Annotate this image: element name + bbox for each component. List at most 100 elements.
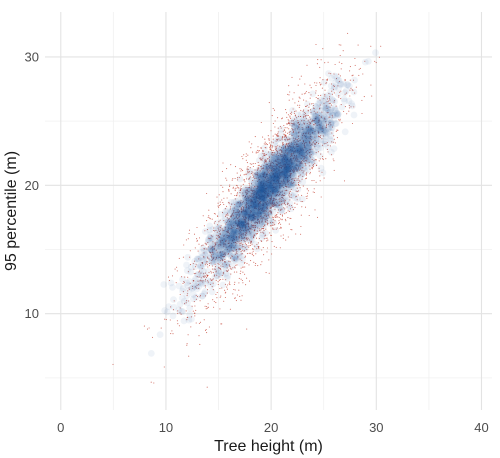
red-data-point — [261, 249, 263, 251]
blue-data-point — [312, 130, 320, 138]
red-data-point — [286, 144, 288, 146]
red-data-point — [164, 318, 166, 320]
blue-data-point — [269, 196, 277, 204]
red-data-point — [187, 276, 189, 278]
red-data-point — [267, 135, 269, 137]
red-data-point — [269, 142, 271, 144]
red-data-point — [229, 284, 231, 286]
red-data-point — [220, 295, 222, 297]
red-data-point — [232, 211, 235, 213]
red-data-point — [338, 61, 340, 63]
red-data-point — [218, 245, 220, 247]
red-data-point — [245, 178, 248, 180]
red-data-point — [288, 142, 290, 144]
red-data-point — [197, 280, 199, 282]
red-data-point — [206, 192, 208, 195]
red-data-point — [314, 146, 316, 148]
red-data-point — [249, 195, 252, 197]
red-data-point — [302, 148, 304, 150]
red-data-point — [218, 194, 220, 196]
red-data-point — [287, 169, 289, 171]
red-data-point — [336, 129, 338, 131]
red-data-point — [305, 151, 307, 153]
red-data-point — [231, 203, 233, 205]
red-data-point — [272, 138, 274, 140]
red-data-point — [259, 198, 261, 200]
red-data-point — [309, 155, 311, 157]
red-data-point — [262, 152, 264, 154]
minor-gridlines — [45, 12, 492, 410]
red-data-point — [175, 282, 177, 284]
blue-data-point — [327, 88, 335, 95]
red-data-point — [315, 43, 317, 46]
red-data-point — [257, 166, 259, 168]
red-data-point — [265, 237, 267, 239]
red-data-point — [276, 185, 278, 187]
red-data-point — [246, 167, 248, 169]
red-data-point — [257, 174, 259, 176]
red-data-point — [296, 154, 298, 156]
red-data-point — [250, 215, 252, 217]
red-data-point — [267, 202, 269, 204]
red-data-point — [343, 180, 346, 182]
blue-data-point — [272, 226, 280, 234]
red-data-point — [217, 281, 219, 283]
red-data-point — [231, 236, 233, 239]
red-data-point — [257, 186, 260, 188]
red-data-point — [277, 223, 280, 225]
red-data-point — [346, 113, 348, 115]
red-data-point — [303, 99, 305, 101]
red-data-point — [280, 200, 283, 203]
red-data-point — [295, 168, 297, 170]
red-data-point — [275, 228, 277, 230]
red-data-point — [255, 152, 257, 154]
red-data-point — [268, 214, 270, 216]
red-data-point — [206, 386, 208, 388]
red-data-point — [294, 128, 296, 130]
red-data-point — [244, 255, 247, 257]
red-data-point — [220, 227, 222, 229]
red-data-point — [227, 248, 229, 250]
red-data-point — [284, 218, 286, 220]
red-data-point — [186, 343, 188, 345]
red-data-point — [326, 107, 328, 109]
red-data-point — [253, 255, 255, 257]
red-data-point — [280, 226, 282, 228]
red-data-point — [291, 120, 293, 122]
red-data-point — [242, 266, 244, 268]
red-data-point — [304, 115, 307, 117]
red-data-point — [300, 214, 302, 216]
red-data-point — [298, 106, 300, 108]
red-data-point — [352, 79, 355, 81]
red-data-point — [361, 99, 363, 101]
red-data-point — [257, 219, 259, 221]
red-data-point — [282, 155, 284, 157]
red-data-point — [286, 145, 288, 147]
red-data-point — [300, 225, 302, 228]
red-data-point — [232, 178, 234, 180]
red-data-point — [170, 333, 172, 335]
red-data-point — [206, 256, 209, 258]
red-data-point — [231, 179, 233, 181]
red-data-point — [297, 115, 300, 117]
red-data-point — [247, 221, 249, 223]
red-data-point — [319, 77, 321, 79]
blue-data-point — [270, 219, 278, 226]
blue-data-point — [267, 173, 274, 181]
red-data-point — [251, 163, 253, 165]
red-data-point — [297, 104, 299, 106]
red-data-point — [176, 270, 178, 272]
red-data-point — [269, 206, 271, 208]
red-data-point — [228, 260, 230, 262]
red-data-point — [298, 175, 300, 177]
red-data-point — [316, 63, 318, 65]
red-data-point — [295, 155, 297, 157]
red-data-point — [233, 207, 235, 209]
red-data-point — [233, 250, 235, 252]
blue-data-point — [330, 145, 338, 153]
blue-data-point — [230, 257, 238, 264]
red-data-point — [329, 102, 331, 104]
red-data-point — [186, 300, 188, 302]
red-data-point — [208, 258, 210, 260]
red-data-point — [193, 312, 195, 314]
